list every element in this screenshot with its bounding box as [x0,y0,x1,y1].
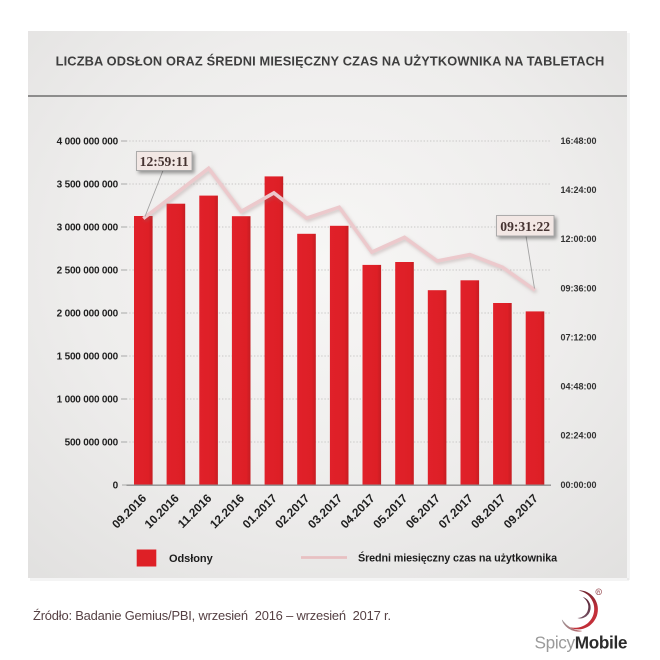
svg-text:04:48:00: 04:48:00 [561,382,597,392]
svg-text:07:12:00: 07:12:00 [561,332,597,342]
svg-text:09:36:00: 09:36:00 [561,283,597,293]
svg-text:SpicyMobile: SpicyMobile [535,633,628,653]
svg-text:4 000 000 000: 4 000 000 000 [57,137,119,148]
svg-text:00:00:00: 00:00:00 [561,480,597,490]
svg-text:500 000 000: 500 000 000 [65,438,119,449]
svg-text:Średni miesięczny czas na użyt: Średni miesięczny czas na użytkownika [358,552,558,565]
svg-text:12:59:11: 12:59:11 [140,154,189,169]
svg-text:0: 0 [113,481,119,492]
svg-text:14:24:00: 14:24:00 [561,185,597,195]
svg-text:1 000 000 000: 1 000 000 000 [57,395,119,406]
svg-text:R: R [597,589,600,594]
svg-text:12:00:00: 12:00:00 [561,234,597,244]
svg-text:02:24:00: 02:24:00 [561,431,597,441]
svg-text:3 500 000 000: 3 500 000 000 [57,180,119,191]
svg-text:Odsłony: Odsłony [169,553,214,565]
svg-text:LICZBA ODSŁON ORAZ ŚREDNI MIES: LICZBA ODSŁON ORAZ ŚREDNI MIESIĘCZNY CZA… [56,54,605,69]
svg-text:3 000 000 000: 3 000 000 000 [57,223,119,234]
svg-text:2 000 000 000: 2 000 000 000 [57,309,119,320]
svg-text:1 500 000 000: 1 500 000 000 [57,352,119,363]
svg-text:2 500 000 000: 2 500 000 000 [57,266,119,277]
svg-text:16:48:00: 16:48:00 [561,136,597,146]
svg-text:09:31:22: 09:31:22 [500,219,550,234]
svg-text:Źródło: Badanie Gemius/PBI, wr: Źródło: Badanie Gemius/PBI, wrzesień 201… [33,608,391,623]
